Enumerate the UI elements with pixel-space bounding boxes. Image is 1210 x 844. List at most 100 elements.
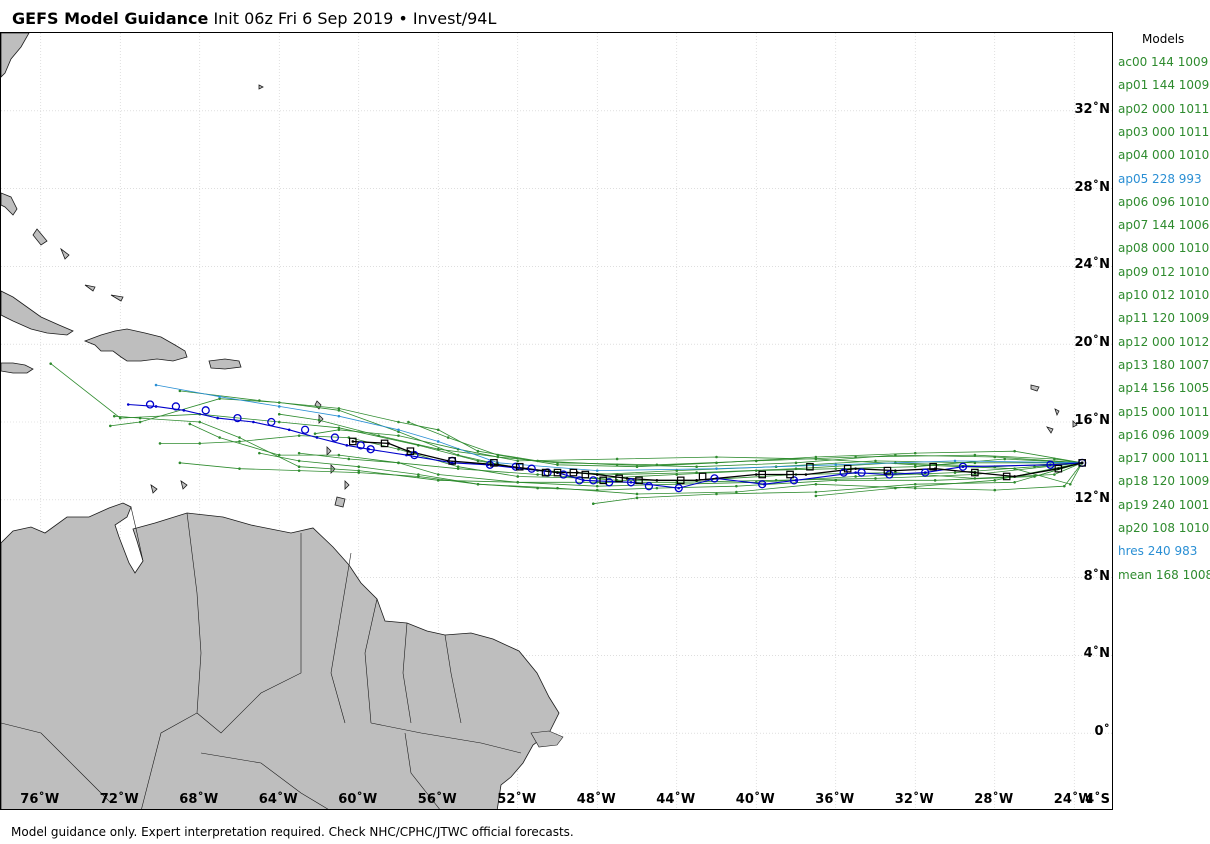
ensemble-member-track-point (973, 461, 977, 465)
hres-track-point (1049, 463, 1052, 467)
legend-entry: ap03 000 1011 (1118, 124, 1210, 139)
ensemble-member-track-point (1063, 484, 1066, 488)
hres-track-point (345, 444, 349, 447)
ensemble-member-track-point (615, 457, 619, 461)
hres-circle-marker (605, 478, 614, 487)
hres-circle-marker (789, 476, 799, 485)
longitude-tick-label: 48˚W (576, 792, 616, 807)
ensemble-member-track-point (715, 492, 718, 496)
ensemble-member-track-point (993, 479, 997, 482)
ensemble-member-track-point (874, 459, 877, 463)
ensemble-member-track-point (516, 459, 520, 463)
ensemble-member-track (408, 421, 1083, 468)
chart-title: GEFS Model Guidance Init 06z Fri 6 Sep 2… (12, 9, 496, 28)
hres-circle-marker (145, 400, 155, 409)
south-america-land (1, 502, 560, 809)
ensemble-member-track-point (337, 428, 341, 432)
ensemble-member-track-point (118, 416, 122, 420)
legend-entry: ap09 012 1010 (1118, 264, 1210, 279)
ensemble-member-track-point (1003, 457, 1006, 461)
ensemble-member-track-point (794, 461, 798, 465)
ensemble-member-track-point (675, 473, 679, 476)
longitude-tick-label: 64˚W (258, 792, 298, 807)
ensemble-member-track-point (436, 473, 440, 476)
legend-entry: ap13 180 1007 (1118, 357, 1210, 372)
mean-square-marker (599, 476, 608, 485)
ensemble-member-track-point (337, 407, 341, 410)
ensemble-member-track-point (913, 451, 917, 455)
mean-track-point (695, 479, 698, 482)
hres-track-point (126, 403, 130, 406)
legend-entry: ap18 120 1009 (1118, 474, 1210, 489)
longitude-tick-label: 72˚W (99, 792, 139, 807)
ensemble-member-track-point (238, 440, 241, 443)
mean-track-point (854, 467, 857, 470)
hres-track-point (252, 420, 255, 424)
ap05-track-point (218, 395, 221, 399)
mean-square-marker (1002, 472, 1011, 481)
mean-square-marker (698, 472, 707, 481)
hres-circle-marker (201, 406, 210, 415)
ensemble-member-track-point (158, 442, 162, 445)
ensemble-member-track-point (337, 453, 341, 457)
map-canvas (1, 33, 1112, 809)
ensemble-member-track-point (238, 467, 241, 470)
ensemble-member-track-point (973, 477, 977, 480)
latitude-tick-label: 24˚N (1074, 257, 1110, 273)
ensemble-member-track-point (516, 480, 520, 484)
mean-square-marker (569, 468, 578, 477)
hres-circle-marker (839, 468, 848, 477)
country-borders (1, 506, 522, 809)
hres-track-point (315, 436, 319, 439)
ensemble-member-track-point (814, 455, 818, 459)
ensemble-member-track-point (446, 436, 450, 439)
ensemble-member-track-point (655, 486, 659, 490)
hres-track-point (154, 405, 158, 408)
legend-entry: ap14 156 1005 (1118, 381, 1210, 396)
hres-circle-marker (857, 468, 866, 477)
ensemble-member-track-point (112, 414, 116, 418)
cape-verde-land (1030, 384, 1078, 434)
disclaimer-text: Model guidance only. Expert interpretati… (11, 825, 574, 839)
lesser-antilles-land (150, 84, 350, 494)
ensemble-member-track (114, 415, 1083, 483)
ensemble-member-track-point (715, 455, 718, 459)
ensemble-member-track-point (814, 457, 818, 461)
mean-track-point (1080, 461, 1084, 465)
mean-track-point (894, 469, 897, 472)
ensemble-member-track-point (556, 486, 559, 490)
hres-track-point (677, 486, 681, 490)
longitude-tick-label: 52˚W (497, 792, 537, 807)
legend-entry: mean 168 1008 (1118, 567, 1210, 582)
ensemble-member-track-point (377, 434, 380, 437)
mean-square-marker (515, 462, 524, 471)
ap05-track-point (436, 440, 440, 443)
mean-track-point (973, 471, 977, 474)
ap05-track-point (397, 428, 400, 432)
hres-circle-marker (710, 474, 719, 483)
mean-square-marker (1054, 464, 1063, 473)
ensemble-member-track-point (1033, 465, 1036, 469)
ensemble-member-track-point (313, 432, 317, 435)
ensemble-member-track-point (1013, 480, 1016, 484)
hres-circle-marker (921, 468, 930, 477)
ensemble-member-track-point (635, 496, 639, 500)
ensemble-member-track-point (109, 424, 112, 428)
ensemble-member-track-point (854, 455, 857, 459)
ensemble-member-track-point (754, 459, 758, 463)
ensemble-member-track-point (913, 482, 917, 486)
ensemble-member-track-point (1013, 449, 1016, 453)
ensemble-member-track-point (258, 451, 261, 455)
ensemble-member-track-point (894, 471, 897, 474)
latitude-tick-label: 4˚N (1083, 646, 1110, 662)
ap05-track-point (953, 459, 957, 463)
ensemble-member-track-point (536, 473, 539, 476)
ensemble-member-track-point (591, 502, 595, 505)
ensemble-member-track-point (655, 463, 659, 467)
ensemble-member-track-point (357, 471, 361, 474)
mean-track-point (1013, 475, 1016, 478)
ensemble-member-track-point (138, 420, 142, 424)
ensemble-member-track-point (397, 461, 400, 465)
hres-track-point (216, 416, 219, 420)
ensemble-member-track-point (754, 469, 758, 472)
